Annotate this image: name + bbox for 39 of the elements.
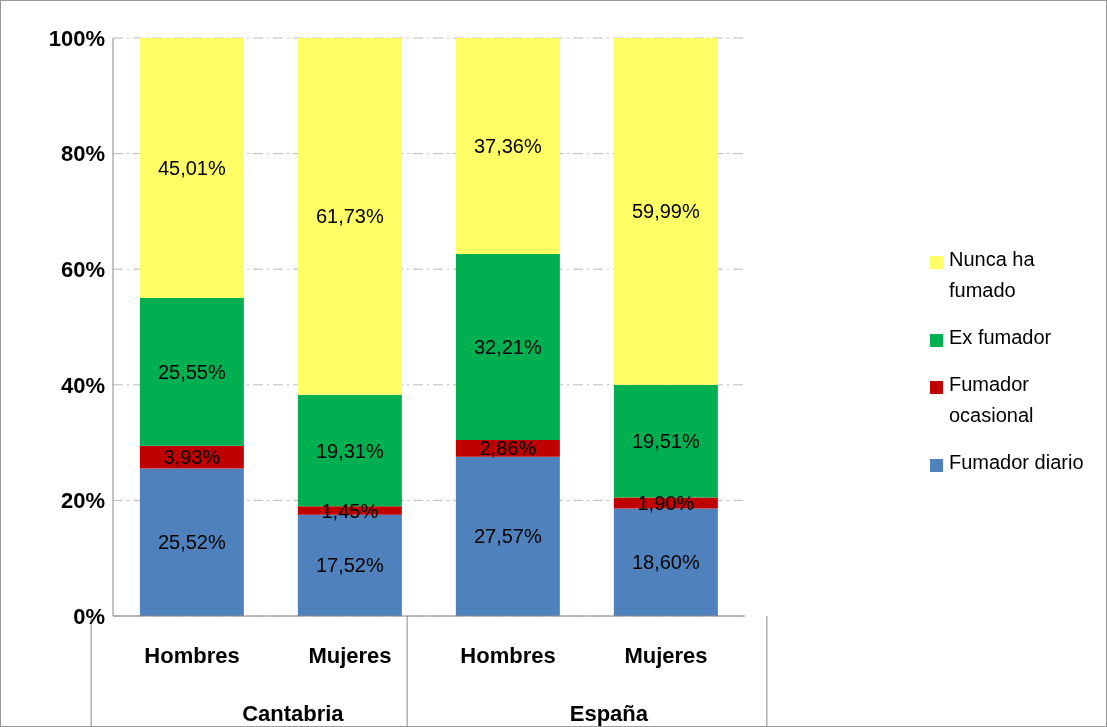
- x-tick-label: Mujeres: [624, 643, 708, 668]
- data-label: 61,73%: [315, 205, 384, 228]
- data-label: 32,21%: [473, 336, 542, 359]
- data-label: 2,86%: [479, 437, 537, 460]
- bar: [455, 38, 560, 254]
- y-tick-label: 40%: [60, 372, 105, 398]
- legend-label: Nunca ha fumado: [949, 246, 1036, 303]
- legend-label: Fumador diario: [949, 449, 1084, 475]
- bar: [613, 384, 718, 498]
- data-label: 19,51%: [631, 430, 700, 453]
- bar: [139, 298, 244, 446]
- data-label: 18,60%: [631, 551, 700, 574]
- x-tick-label: Mujeres: [308, 643, 392, 668]
- bar: [455, 456, 560, 616]
- y-tick-label: 80%: [60, 141, 105, 167]
- data-label: 25,52%: [157, 531, 226, 554]
- data-label: 27,57%: [473, 525, 542, 548]
- bar: [613, 38, 718, 385]
- y-tick-label: 100%: [48, 25, 105, 51]
- y-tick-label: 20%: [60, 488, 105, 514]
- bar: [139, 468, 244, 616]
- bar: [297, 38, 402, 395]
- data-label: 37,36%: [473, 134, 542, 157]
- data-label: 59,99%: [631, 200, 700, 223]
- data-label: 25,55%: [157, 360, 226, 383]
- x-tick-label: Hombres: [144, 643, 240, 668]
- data-label: 3,93%: [163, 446, 221, 469]
- text: España: [569, 701, 649, 726]
- text: Cantabria: [242, 701, 345, 726]
- data-label: 19,31%: [315, 439, 384, 462]
- legend-label: Fumador ocasional: [949, 371, 1035, 428]
- y-tick-label: 0%: [73, 603, 105, 629]
- data-label: 45,01%: [157, 157, 226, 180]
- data-label: 17,52%: [315, 554, 384, 577]
- y-tick-label: 60%: [60, 257, 105, 283]
- bar: [139, 38, 244, 299]
- x-tick-label: Hombres: [460, 643, 556, 668]
- legend-label: Ex fumador: [949, 324, 1052, 350]
- bar: [455, 253, 560, 441]
